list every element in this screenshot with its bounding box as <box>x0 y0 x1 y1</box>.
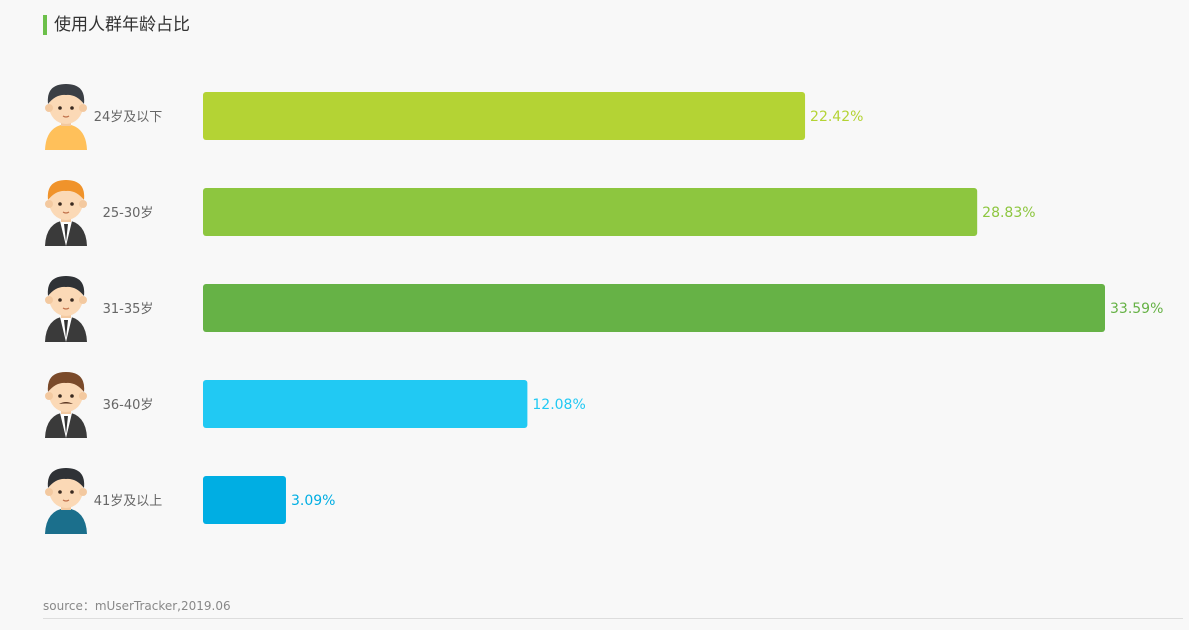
older-man-avatar-icon <box>45 468 87 534</box>
bar <box>203 284 1105 332</box>
bar <box>203 380 528 428</box>
category-label: 25-30岁 <box>103 206 154 221</box>
value-label: 12.08% <box>532 397 585 413</box>
mustache-man-avatar-icon <box>45 372 87 438</box>
young-man-avatar-icon <box>45 84 87 150</box>
bottom-divider <box>43 618 1183 619</box>
category-label: 36-40岁 <box>103 398 154 413</box>
value-label: 3.09% <box>291 493 335 509</box>
title-accent-bar <box>43 15 47 35</box>
source-note: source：mUserTracker,2019.06 <box>43 599 231 613</box>
category-label: 24岁及以下 <box>94 110 163 125</box>
category-label: 31-35岁 <box>103 302 154 317</box>
value-label: 22.42% <box>810 109 863 125</box>
value-label: 33.59% <box>1110 301 1163 317</box>
value-label: 28.83% <box>982 205 1035 221</box>
young-businessman-avatar-icon <box>45 180 87 246</box>
bar <box>203 92 806 140</box>
bar <box>203 188 978 236</box>
businessman-avatar-icon <box>45 276 87 342</box>
chart-title: 使用人群年龄占比 <box>54 15 190 35</box>
bar <box>203 476 286 524</box>
category-label: 41岁及以上 <box>94 494 163 509</box>
